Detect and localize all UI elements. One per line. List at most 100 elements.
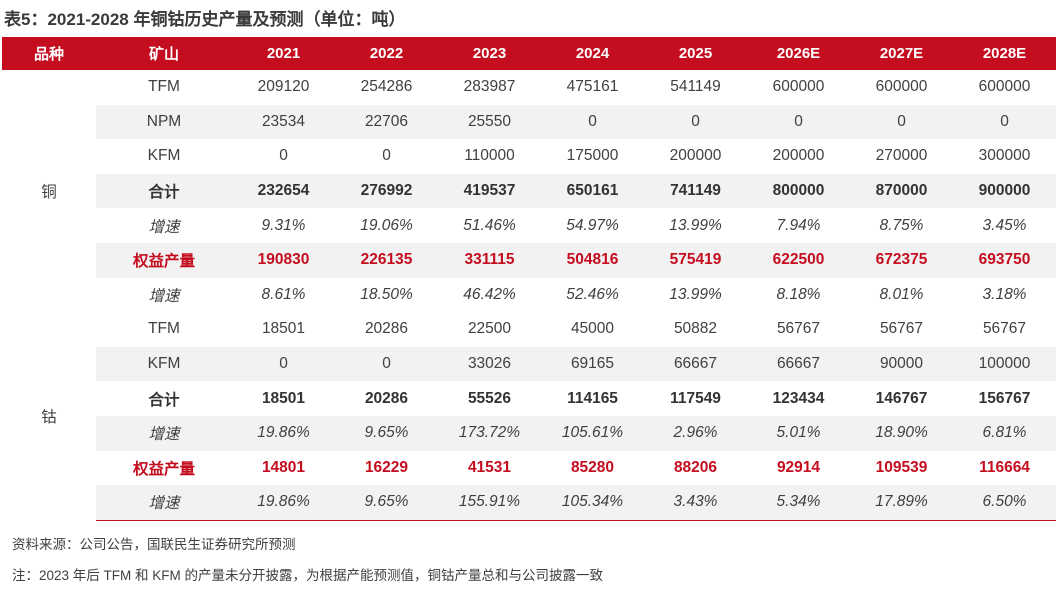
value-cell: 0 (279, 147, 288, 165)
value-cell: 8.18% (776, 285, 821, 303)
value-cell: 9.65% (335, 415, 438, 451)
row-label-cell: TFM (148, 78, 180, 96)
value-cell: 5.01% (747, 415, 850, 451)
value-cell: 55526 (467, 389, 512, 407)
value-cell: 0 (335, 346, 438, 382)
value-cell: 200000 (772, 147, 825, 165)
table-row: 权益产量 14801 16229 41531 85280 88206 92914 109539… (2, 451, 1056, 486)
table-body: 铜 TFM 209120 254286 283987 475161 541149 600000… (2, 70, 1056, 521)
product-cell: 钴 (2, 312, 96, 521)
value-cell: 19.06% (360, 216, 413, 234)
value-cell: 600000 (772, 78, 825, 96)
source-footnote: 资料来源：公司公告，国联民生证券研究所预测 (12, 537, 296, 552)
value-cell: 232654 (232, 173, 335, 209)
value-cell: 18.90% (850, 415, 953, 451)
column-header-2023: 2023 (438, 37, 541, 70)
row-label-cell: 合计 (148, 391, 180, 409)
value-cell: 16229 (364, 458, 409, 476)
table-row: 增速 19.86% 9.65% 173.72% 105.61% 2.96% 5.01% 18.… (2, 415, 1056, 451)
value-cell: 600000 (875, 78, 928, 96)
column-header-2025: 2025 (644, 37, 747, 70)
value-cell: 0 (953, 104, 1056, 140)
value-cell: 8.61% (261, 285, 306, 303)
value-cell: 41531 (467, 458, 512, 476)
value-cell: 575419 (644, 242, 747, 278)
column-header-2021: 2021 (232, 37, 335, 70)
value-cell: 6.81% (953, 415, 1056, 451)
value-cell: 52.46% (566, 285, 619, 303)
value-cell: 105.34% (541, 485, 644, 521)
value-cell: 100000 (953, 346, 1056, 382)
row-label-cell: 权益产量 (132, 460, 195, 478)
value-cell: 66667 (644, 346, 747, 382)
value-cell: 800000 (747, 173, 850, 209)
value-cell: 300000 (978, 147, 1031, 165)
product-cell: 铜 (2, 70, 96, 313)
value-cell: 17.89% (850, 485, 953, 521)
row-label-cell: TFM (148, 320, 180, 338)
table-row: 合计 232654 276992 419537 650161 741149 800000 87… (2, 173, 1056, 209)
value-cell: 13.99% (669, 216, 722, 234)
value-cell: 90000 (850, 346, 953, 382)
value-cell: 146767 (875, 389, 928, 407)
value-cell: 900000 (953, 173, 1056, 209)
value-cell: 88206 (673, 458, 718, 476)
value-cell: 22500 (467, 320, 512, 338)
row-label-cell: NPM (96, 104, 232, 140)
value-cell: 18501 (261, 389, 306, 407)
value-cell: 5.34% (747, 485, 850, 521)
value-cell: 105.61% (541, 415, 644, 451)
value-cell: 56767 (776, 320, 821, 338)
value-cell: 175000 (566, 147, 619, 165)
value-cell: 693750 (953, 242, 1056, 278)
table-row: 钴 TFM 18501 20286 22500 45000 50882 56767 56767 5… (2, 312, 1056, 521)
value-cell: 109539 (875, 458, 928, 476)
value-cell: 0 (747, 104, 850, 140)
production-table: 品种 矿山 2021 2022 2023 2024 2025 2026E 202… (2, 37, 1056, 521)
table-row: 增速 19.86% 9.65% 155.91% 105.34% 3.43% 5.34% 17.… (2, 485, 1056, 521)
value-cell: 33026 (438, 346, 541, 382)
table-row: KFM 0 0 33026 69165 66667 66667 90000 100000 (2, 346, 1056, 382)
value-cell: 22706 (335, 104, 438, 140)
value-cell: 0 (232, 346, 335, 382)
table-row: 权益产量 190830 226135 331115 504816 575419 622500… (2, 242, 1056, 278)
value-cell: 226135 (335, 242, 438, 278)
column-header-mine: 矿山 (96, 37, 232, 70)
value-cell: 19.86% (232, 485, 335, 521)
column-header-2026e: 2026E (747, 37, 850, 70)
column-header-2027e: 2027E (850, 37, 953, 70)
value-cell: 0 (382, 147, 391, 165)
column-header-product: 品种 (2, 37, 96, 70)
value-cell: 156767 (978, 389, 1031, 407)
value-cell: 283987 (463, 78, 516, 96)
value-cell: 18.50% (360, 285, 413, 303)
value-cell: 9.31% (261, 216, 306, 234)
value-cell: 25550 (438, 104, 541, 140)
column-header-2024: 2024 (541, 37, 644, 70)
value-cell: 672375 (850, 242, 953, 278)
value-cell: 6.50% (953, 485, 1056, 521)
row-label-cell: KFM (96, 346, 232, 382)
value-cell: 3.18% (982, 285, 1027, 303)
value-cell: 7.94% (776, 216, 821, 234)
row-label-cell: 权益产量 (96, 242, 232, 278)
row-label-cell: KFM (147, 147, 181, 165)
value-cell: 650161 (541, 173, 644, 209)
value-cell: 45000 (570, 320, 615, 338)
value-cell: 23534 (232, 104, 335, 140)
value-cell: 209120 (257, 78, 310, 96)
value-cell: 173.72% (438, 415, 541, 451)
row-label-cell: 增速 (148, 218, 180, 236)
table-row: 合计 18501 20286 55526 114165 117549 123434 14676… (2, 381, 1056, 416)
row-label-cell: 增速 (96, 415, 232, 451)
value-cell: 46.42% (463, 285, 516, 303)
value-cell: 190830 (232, 242, 335, 278)
table-row: NPM 23534 22706 25550 0 0 0 0 0 (2, 104, 1056, 140)
value-cell: 155.91% (438, 485, 541, 521)
value-cell: 600000 (978, 78, 1031, 96)
value-cell: 54.97% (566, 216, 619, 234)
value-cell: 2.96% (644, 415, 747, 451)
value-cell: 270000 (875, 147, 928, 165)
value-cell: 0 (644, 104, 747, 140)
value-cell: 19.86% (232, 415, 335, 451)
